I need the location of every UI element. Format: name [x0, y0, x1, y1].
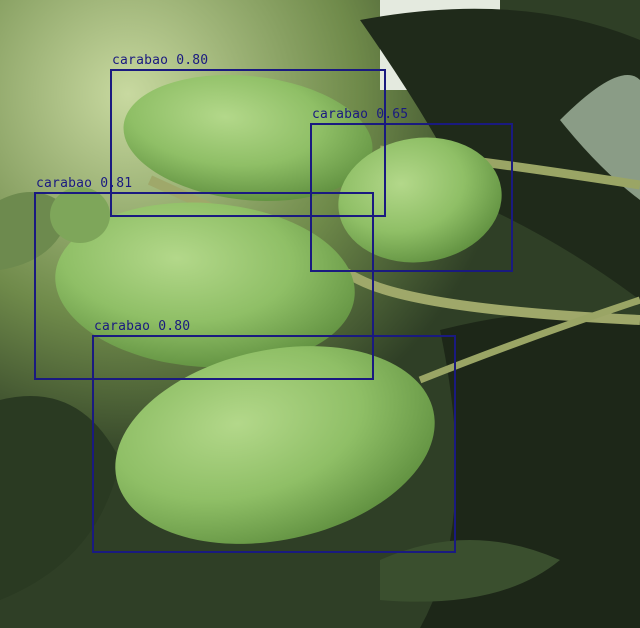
- detection-label: carabao 0.81: [36, 176, 133, 191]
- mango: [115, 346, 435, 544]
- detection-label: carabao 0.80: [112, 53, 209, 68]
- leaf: [380, 540, 560, 602]
- leaf: [560, 75, 640, 200]
- mango: [50, 187, 110, 243]
- mango: [338, 137, 502, 263]
- mango: [55, 202, 355, 368]
- branch: [418, 296, 640, 384]
- dark-leaf: [0, 396, 120, 600]
- detection-label: carabao 0.80: [94, 319, 191, 334]
- dark-leaf: [360, 8, 640, 300]
- detection-label: carabao 0.65: [312, 107, 409, 122]
